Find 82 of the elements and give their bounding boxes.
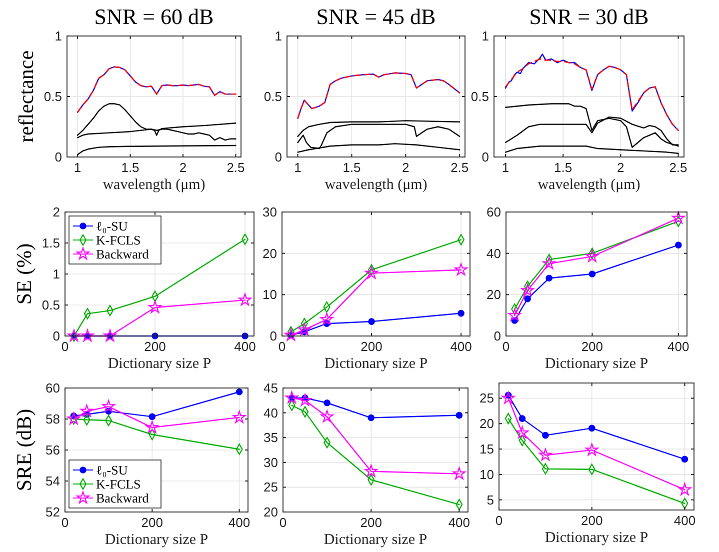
chart-title: SNR = 45 dB [316, 4, 436, 29]
x-tick-label: 2.5 [226, 160, 245, 175]
y-tick-label: 0 [274, 150, 282, 164]
y-tick-label: 1.5 [42, 236, 60, 250]
y-tick-label: 60 [486, 204, 501, 220]
y-tick-label: 20 [486, 287, 501, 302]
x-tick-label: 400 [674, 513, 696, 528]
x-tick-label: 1.5 [342, 160, 361, 175]
y-tick-label: 56 [46, 442, 60, 458]
x-axis-title: Dictionary size P [324, 532, 428, 548]
x-axis-title: Dictionary size P [324, 356, 428, 372]
x-tick-label: 1 [294, 160, 302, 175]
y-axis-title: SRE (dB) [12, 408, 36, 492]
x-tick-label: 1.5 [121, 160, 140, 175]
y-axis-title: SE (%) [12, 243, 36, 305]
x-tick-label: 200 [360, 339, 382, 354]
legend-label: Backward [96, 246, 150, 262]
x-tick-label: 400 [668, 339, 690, 354]
legend-label: K-FCLS [96, 476, 141, 492]
y-tick-label: 25 [264, 480, 278, 495]
y-tick-label: 0 [494, 328, 501, 344]
x-tick-label: 2 [179, 160, 187, 175]
chart-title: SNR = 60 dB [94, 4, 214, 29]
x-tick-label: 1 [74, 160, 82, 175]
x-tick-label: 400 [448, 515, 470, 530]
y-tick-label: 0.5 [470, 89, 489, 104]
y-tick-label: 15 [480, 442, 494, 457]
y-tick-label: 1 [482, 28, 489, 44]
x-tick-label: 2.5 [669, 160, 688, 175]
legend-label: Backward [96, 490, 150, 506]
x-tick-label: 2 [402, 160, 410, 175]
legend-label: ℓ₀-SU [96, 218, 128, 234]
x-axis-title: wavelength (μm) [102, 177, 206, 193]
x-tick-label: 200 [144, 339, 166, 354]
x-axis-title: Dictionary size P [544, 356, 648, 372]
y-tick-label: 54 [46, 474, 60, 488]
x-tick-label: 200 [581, 513, 603, 528]
y-tick-label: 0.5 [264, 89, 282, 104]
x-tick-label: 200 [360, 515, 382, 530]
y-tick-label: 20 [264, 504, 278, 520]
x-tick-label: 1.5 [554, 160, 572, 175]
legend-label: K-FCLS [96, 232, 141, 248]
y-tick-label: 20 [262, 246, 277, 261]
y-tick-label: 40 [264, 405, 278, 420]
y-axis-title: reflectance [14, 50, 38, 143]
y-tick-label: 0 [52, 328, 60, 344]
x-tick-label: 2.5 [450, 160, 469, 175]
y-tick-label: 30 [262, 204, 277, 220]
y-tick-label: 25 [480, 390, 494, 406]
x-tick-label: 400 [228, 515, 250, 530]
y-tick-label: 20 [480, 416, 494, 432]
x-axis-title: wavelength (μm) [324, 177, 428, 193]
y-tick-label: 52 [46, 504, 60, 520]
y-tick-label: 2 [52, 204, 60, 220]
x-tick-label: 400 [234, 339, 256, 354]
chart-title: SNR = 30 dB [529, 4, 649, 29]
y-tick-label: 40 [486, 246, 501, 261]
y-tick-label: 5 [486, 492, 494, 508]
x-tick-label: 200 [141, 515, 163, 530]
y-tick-label: 58 [46, 412, 60, 426]
y-tick-label: 0 [54, 150, 62, 164]
y-tick-label: 10 [480, 466, 494, 482]
x-tick-label: 400 [450, 339, 472, 354]
y-tick-label: 1 [54, 28, 62, 44]
y-tick-label: 45 [264, 380, 278, 396]
x-tick-label: 200 [581, 339, 604, 354]
y-tick-label: 1 [274, 28, 282, 44]
x-axis-title: Dictionary size P [104, 532, 208, 548]
x-axis-title: wavelength (μm) [538, 177, 640, 193]
y-tick-label: 1 [52, 266, 60, 282]
x-axis-title: Dictionary size P [108, 356, 212, 372]
y-tick-label: 0.5 [44, 89, 62, 104]
y-tick-label: 10 [262, 287, 277, 302]
y-tick-label: 0 [270, 328, 277, 344]
y-tick-label: 0 [482, 150, 489, 164]
y-tick-label: 0.5 [42, 298, 60, 312]
x-axis-title: Dictionary size P [544, 530, 648, 546]
y-tick-label: 60 [46, 380, 60, 396]
legend-label: ℓ₀-SU [96, 462, 128, 478]
x-tick-label: 2 [617, 160, 624, 175]
y-tick-label: 30 [264, 454, 278, 470]
y-tick-label: 35 [264, 430, 278, 446]
